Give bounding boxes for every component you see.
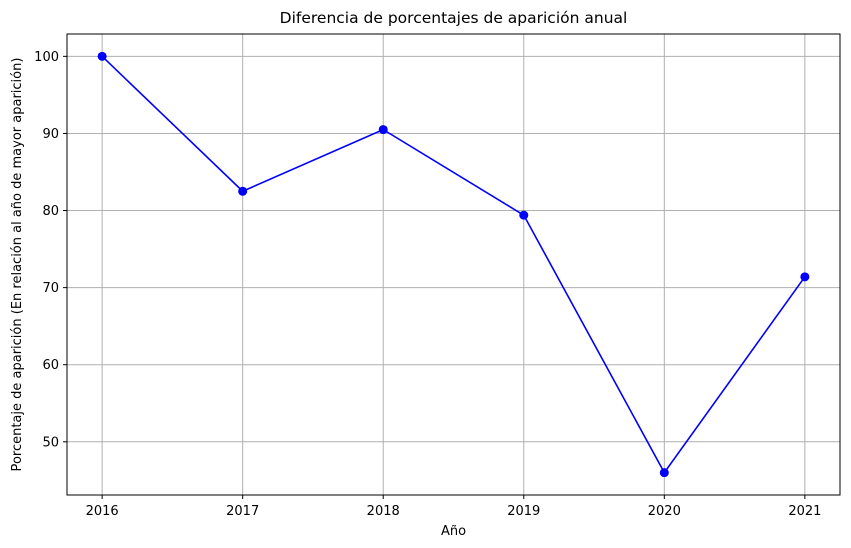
y-tick-label: 80 [42, 204, 59, 219]
x-tick-label: 2018 [367, 504, 400, 519]
grid [67, 34, 840, 495]
data-point [238, 186, 248, 196]
data-point [659, 468, 669, 478]
x-tick-label: 2017 [226, 504, 259, 519]
data-point [800, 272, 810, 282]
x-tick-label: 2021 [788, 504, 821, 519]
data-point [97, 51, 107, 61]
y-tick-label: 60 [42, 358, 59, 373]
chart-title: Diferencia de porcentajes de aparición a… [280, 9, 628, 27]
y-axis-label: Porcentaje de aparición (En relación al … [10, 58, 25, 472]
y-tick-label: 70 [42, 281, 59, 296]
x-tick-label: 2019 [507, 504, 540, 519]
x-tick-label: 2016 [86, 504, 119, 519]
series-line [101, 55, 806, 475]
y-tick-label: 90 [42, 127, 59, 142]
data-point [519, 210, 529, 220]
plot-area-frame [66, 33, 841, 496]
x-tick-label: 2020 [648, 504, 681, 519]
y-tick-label: 50 [42, 435, 59, 450]
data-point [378, 125, 388, 135]
y-tick-label: 100 [34, 50, 59, 65]
x-axis-label: Año [441, 524, 466, 539]
axis-ticks: 2016 2017 2018 2019 2020 2021 50 60 70 80 90 100 [34, 50, 821, 519]
series-layer [97, 51, 810, 478]
